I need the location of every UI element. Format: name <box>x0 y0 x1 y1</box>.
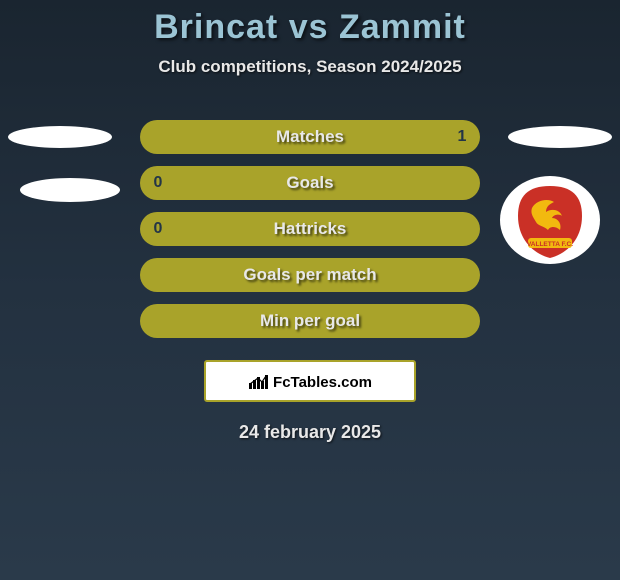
stats-rows: Matches 1 Goals 0 Hattricks 0 Goals per … <box>0 120 620 350</box>
stat-bar-left <box>140 212 310 246</box>
bar-chart-icon <box>248 374 270 390</box>
date-label: 24 february 2025 <box>0 422 620 443</box>
stat-bar-left <box>140 304 310 338</box>
stat-bar-track <box>140 304 480 338</box>
stat-bar-left <box>140 258 310 292</box>
subtitle: Club competitions, Season 2024/2025 <box>0 57 620 77</box>
stat-bar-right <box>310 258 480 292</box>
stat-bar-track <box>140 166 480 200</box>
stat-row: Goals per match <box>0 258 620 292</box>
stat-bar-track <box>140 120 480 154</box>
stat-bar-track <box>140 258 480 292</box>
stat-row: Goals 0 <box>0 166 620 200</box>
stat-bar-right <box>310 212 480 246</box>
stat-row: Hattricks 0 <box>0 212 620 246</box>
stat-bar-left <box>140 166 310 200</box>
stat-bar-track <box>140 212 480 246</box>
stat-bar-right <box>310 304 480 338</box>
brand-badge[interactable]: FcTables.com <box>204 360 416 402</box>
stat-bar-right <box>310 166 480 200</box>
page-title: Brincat vs Zammit <box>0 0 620 47</box>
stat-row: Min per goal <box>0 304 620 338</box>
brand-badge-row: FcTables.com <box>0 360 620 402</box>
brand-label: FcTables.com <box>273 374 372 391</box>
stat-row: Matches 1 <box>0 120 620 154</box>
stat-bar-right <box>140 120 480 154</box>
